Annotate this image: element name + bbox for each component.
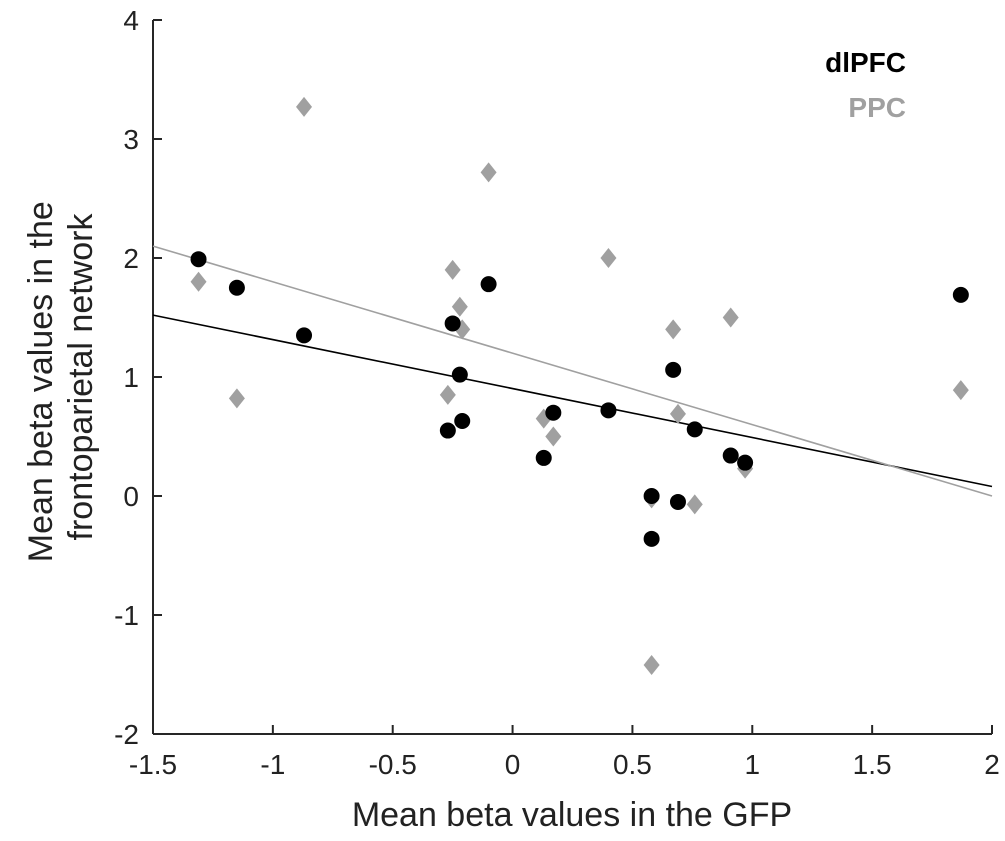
y-tick-label: -1	[114, 600, 139, 631]
data-point-dlpfc	[669, 493, 686, 510]
data-point-dlpfc	[535, 449, 552, 466]
y-axis-label-line-2: frontoparietal network	[62, 213, 100, 541]
data-point-ppc	[480, 162, 497, 183]
x-tick-label: 0.5	[613, 749, 652, 780]
y-axis-label-line-1: Mean beta values in the	[22, 201, 60, 562]
data-point-ppc	[669, 403, 686, 424]
data-point-ppc	[439, 384, 456, 405]
data-point-dlpfc	[952, 286, 969, 303]
data-point-ppc	[722, 307, 739, 328]
data-point-ppc	[451, 296, 468, 317]
x-tick-label: 0	[505, 749, 521, 780]
x-tick-label: -0.5	[369, 749, 417, 780]
y-tick-label: 0	[123, 481, 139, 512]
x-tick-label: 2	[984, 749, 1000, 780]
fit-lines	[152, 245, 993, 497]
x-axis-ticks: -1.5 -1 -0.5 0 0.5 1 1.5 2	[129, 725, 1000, 780]
data-point-dlpfc	[444, 315, 461, 332]
data-point-dlpfc	[296, 327, 313, 344]
plot-area	[152, 20, 992, 735]
data-markers	[190, 96, 969, 675]
data-point-dlpfc	[737, 454, 754, 471]
y-tick-label: 3	[123, 124, 139, 155]
x-tick-label: -1.5	[129, 749, 177, 780]
data-point-dlpfc	[190, 251, 207, 268]
data-point-dlpfc	[643, 488, 660, 504]
y-axis-label: Mean beta values in the frontoparietal n…	[22, 192, 100, 562]
data-point-dlpfc	[600, 402, 617, 419]
data-point-ppc	[296, 96, 313, 117]
x-tick-label: 1	[744, 749, 760, 780]
data-point-dlpfc	[480, 276, 497, 293]
x-tick-label: -1	[260, 749, 285, 780]
x-tick-label: 1.5	[853, 749, 892, 780]
data-point-dlpfc	[451, 366, 468, 383]
data-point-dlpfc	[545, 404, 562, 421]
data-point-dlpfc	[454, 413, 471, 430]
data-point-ppc	[190, 271, 207, 292]
data-point-dlpfc	[439, 422, 456, 439]
data-point-ppc	[643, 654, 660, 675]
fit-line-ppc	[152, 245, 993, 497]
legend: dlPFC PPC	[825, 47, 906, 123]
y-tick-label: 4	[123, 5, 139, 36]
y-tick-label: 1	[123, 362, 139, 393]
data-point-dlpfc	[665, 361, 682, 378]
data-point-ppc	[545, 426, 562, 447]
y-axis-ticks: -2 -1 0 1 2 3 4	[114, 5, 162, 750]
data-point-ppc	[600, 248, 617, 268]
data-point-dlpfc	[228, 279, 245, 296]
data-point-dlpfc	[643, 530, 660, 547]
data-point-ppc	[952, 380, 969, 401]
y-tick-label: 2	[123, 243, 139, 274]
legend-entry-dlpfc: dlPFC	[825, 47, 906, 78]
data-point-ppc	[686, 494, 703, 515]
data-point-ppc	[665, 319, 682, 340]
data-point-ppc	[444, 259, 461, 280]
legend-entry-ppc: PPC	[848, 92, 906, 123]
data-point-dlpfc	[686, 421, 703, 438]
fit-line-dlpfc	[152, 314, 993, 488]
data-point-ppc	[228, 388, 245, 409]
data-point-dlpfc	[722, 447, 739, 464]
y-tick-label: -2	[114, 719, 139, 750]
x-axis-label: Mean beta values in the GFP	[352, 796, 792, 834]
